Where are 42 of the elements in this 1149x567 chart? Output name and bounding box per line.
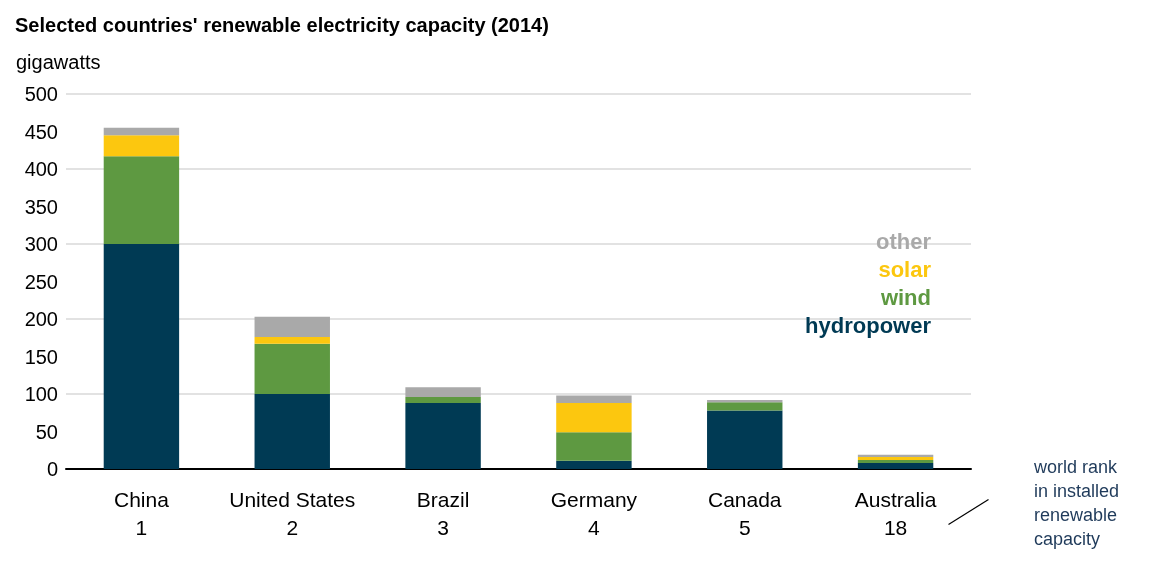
y-tick-label: 300 bbox=[24, 233, 58, 255]
bar bbox=[103, 127, 180, 136]
text: world rank in installed renewable capacity bbox=[1032, 457, 1120, 549]
bar bbox=[254, 316, 330, 337]
text: other bbox=[876, 229, 932, 254]
bar bbox=[556, 395, 632, 403]
y-tick-label: 100 bbox=[24, 383, 58, 405]
bar bbox=[556, 403, 632, 433]
bar bbox=[857, 463, 934, 469]
y-tick-label: 500 bbox=[24, 83, 58, 105]
x-tick-label: Brazil 3 bbox=[416, 487, 470, 539]
y-tick-label: 50 bbox=[35, 420, 58, 443]
y-tick-label: 350 bbox=[24, 195, 58, 218]
y-axis-title: gigawatts bbox=[16, 51, 101, 73]
bar bbox=[707, 402, 783, 411]
y-tick-label: 450 bbox=[24, 120, 58, 143]
bar bbox=[254, 394, 330, 469]
y-tick-label: 200 bbox=[24, 308, 58, 330]
chart-title: Selected countries' renewable electricity capacity (2014) bbox=[15, 14, 549, 36]
y-tick-label: 400 bbox=[24, 158, 58, 180]
x-tick-label: Germany 4 bbox=[550, 487, 638, 539]
bar bbox=[254, 337, 330, 344]
bar bbox=[707, 410, 783, 469]
text: solar bbox=[878, 257, 932, 282]
bar bbox=[405, 403, 481, 469]
y-tick-label: 150 bbox=[24, 345, 58, 368]
bar bbox=[103, 244, 180, 469]
bar bbox=[103, 135, 180, 157]
bar bbox=[556, 432, 632, 461]
text: hydropower bbox=[805, 313, 932, 338]
x-tick-label: United States 2 bbox=[229, 487, 356, 539]
bar bbox=[254, 343, 330, 394]
x-tick-label: China 1 bbox=[113, 487, 170, 539]
text: wind bbox=[879, 285, 931, 310]
bar bbox=[103, 156, 180, 244]
x-tick-label: Australia 18 bbox=[854, 487, 937, 539]
y-tick-label: 250 bbox=[24, 270, 58, 293]
bar bbox=[405, 397, 481, 403]
bar bbox=[556, 460, 632, 469]
bar bbox=[405, 387, 481, 397]
y-tick-label: 0 bbox=[46, 458, 58, 480]
x-tick-label: Canada 5 bbox=[707, 487, 782, 539]
